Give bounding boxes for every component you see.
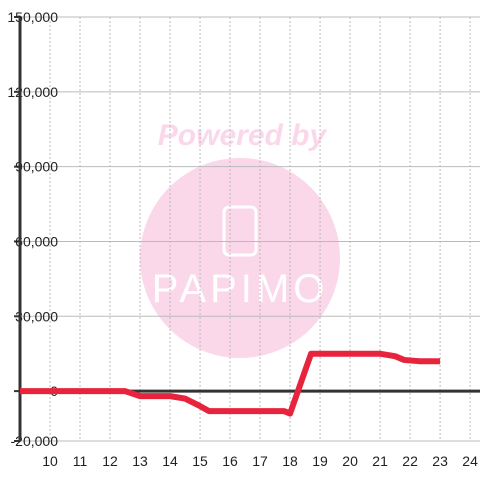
watermark-title: Powered by <box>158 119 328 152</box>
x-tick-label: 11 <box>73 453 88 469</box>
watermark-phone <box>222 205 258 257</box>
x-tick-label: 14 <box>162 453 178 469</box>
x-tick-label: 23 <box>432 453 448 469</box>
watermark: Powered by PAPIMO <box>140 119 340 358</box>
plot <box>20 350 441 417</box>
watermark-logo: PAPIMO <box>152 267 329 311</box>
y-tick-label: 150,000 <box>7 9 58 25</box>
series-line <box>20 350 441 417</box>
y-tick-label: -20,000 <box>11 433 59 449</box>
y-tick-label: 30,000 <box>15 308 58 324</box>
x-tick-label: 19 <box>312 453 328 469</box>
x-tick-label: 12 <box>102 453 118 469</box>
x-tick-label: 17 <box>252 453 268 469</box>
x-tick-label: 18 <box>282 453 298 469</box>
x-tick-label: 15 <box>192 453 208 469</box>
y-tick-label: 120,000 <box>7 84 58 100</box>
x-tick-label: 16 <box>222 453 238 469</box>
x-tick-label: 21 <box>372 453 388 469</box>
grid: 10 11 12 13 14 15 16 17 18 19 20 21 22 23 24-20,000030… <box>7 9 480 469</box>
x-tick-label: 20 <box>342 453 358 469</box>
x-tick-label: 24 <box>462 453 478 469</box>
x-tick-label: 10 <box>42 453 58 469</box>
watermark-circle <box>140 158 340 358</box>
x-tick-label: 22 <box>402 453 418 469</box>
y-tick-label: 60,000 <box>15 233 58 249</box>
y-tick-label: 90,000 <box>15 159 58 175</box>
x-tick-label: 13 <box>132 453 148 469</box>
